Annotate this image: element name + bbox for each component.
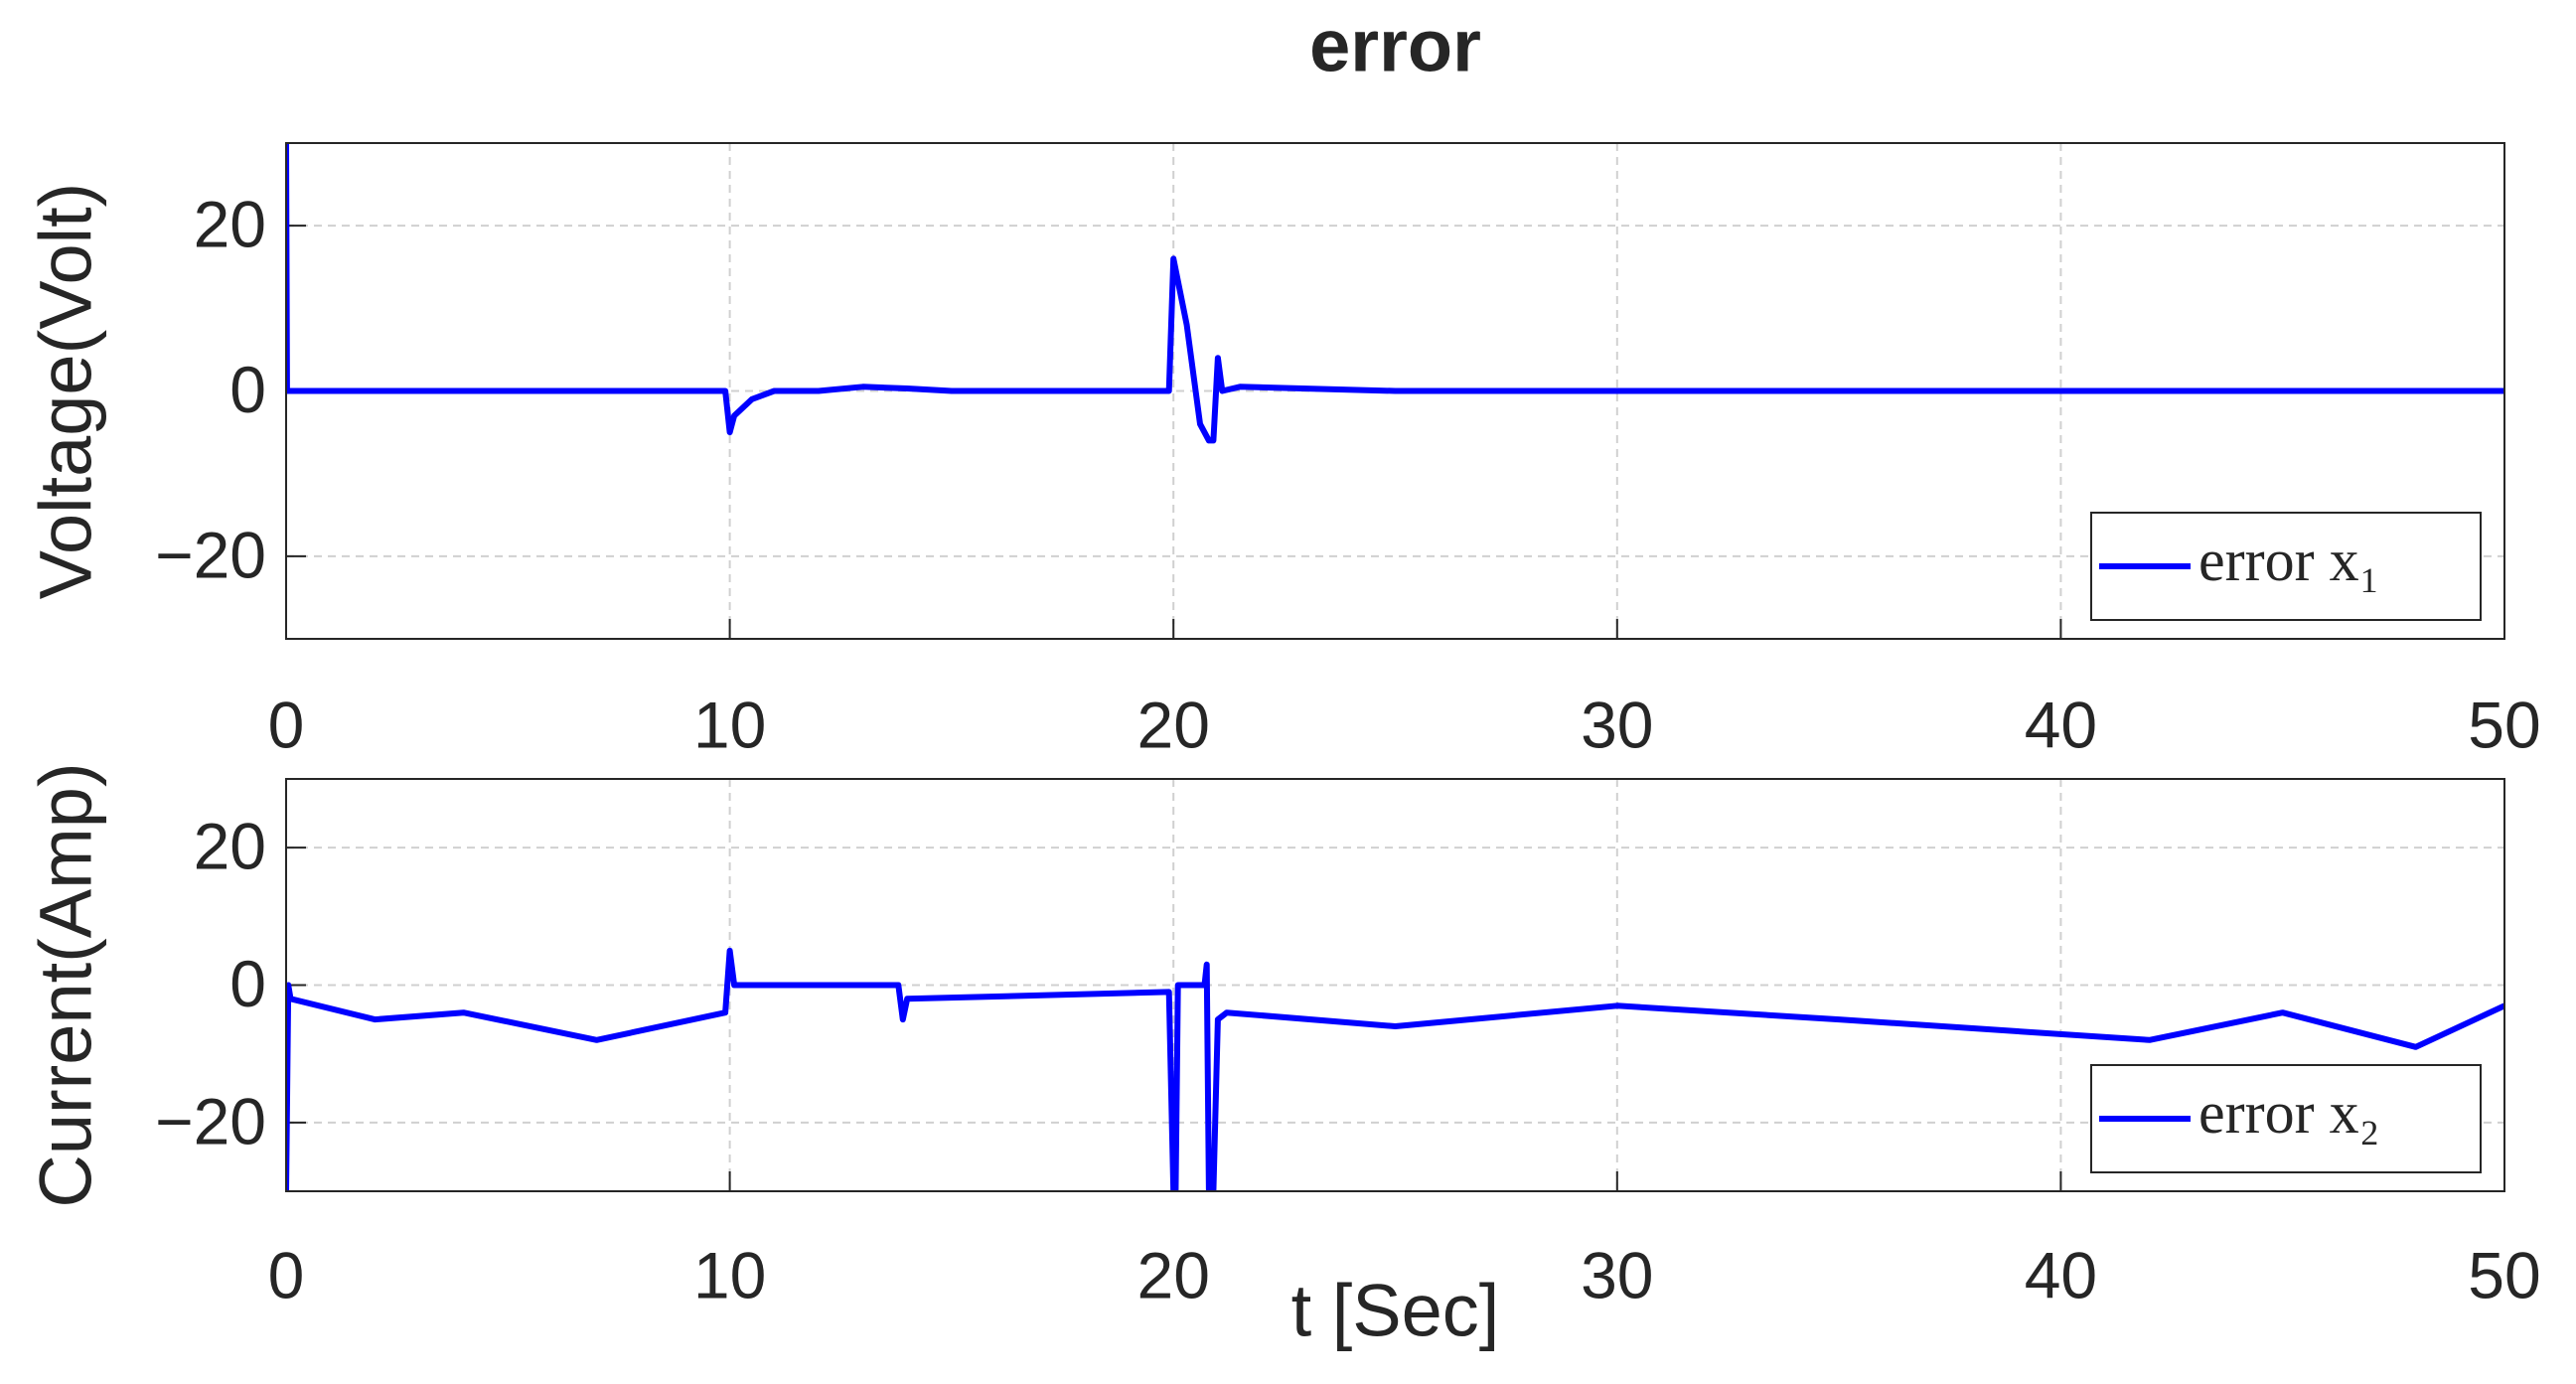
x-tick-label: 40	[2025, 688, 2097, 761]
y-tick-label: 20	[194, 810, 266, 883]
y-tick-label: −20	[155, 518, 266, 591]
y-axis-label: Voltage(Volt)	[25, 183, 107, 600]
x-tick-label: 30	[1581, 1238, 1653, 1311]
chart-title: error	[1309, 5, 1481, 87]
x-axis-label: t [Sec]	[1291, 1270, 1500, 1352]
axes-frame	[285, 142, 2505, 640]
x-tick-label: 0	[268, 1238, 305, 1311]
y-tick-label: 0	[229, 353, 266, 426]
x-tick-label: 20	[1136, 688, 1209, 761]
x-tick-label: 0	[268, 688, 305, 761]
legend-label: error x₂	[2198, 1080, 2380, 1146]
y-tick-label: 20	[194, 188, 266, 261]
x-tick-label: 10	[693, 1238, 766, 1311]
data-line	[286, 947, 2504, 1191]
x-tick-label: 20	[1136, 1238, 1209, 1311]
x-tick-label: 50	[2468, 688, 2540, 761]
legend-box	[2090, 1064, 2482, 1173]
x-tick-label: 30	[1581, 688, 1653, 761]
legend-label: error x₁	[2198, 528, 2380, 593]
y-tick-label: 0	[229, 947, 266, 1020]
data-line	[286, 143, 2504, 444]
y-tick-label: −20	[155, 1084, 266, 1157]
x-tick-label: 10	[693, 688, 766, 761]
x-tick-label: 40	[2025, 1238, 2097, 1311]
x-tick-label: 50	[2468, 1238, 2540, 1311]
axes-frame	[285, 778, 2505, 1192]
y-axis-label: Current(Amp)	[25, 762, 107, 1207]
